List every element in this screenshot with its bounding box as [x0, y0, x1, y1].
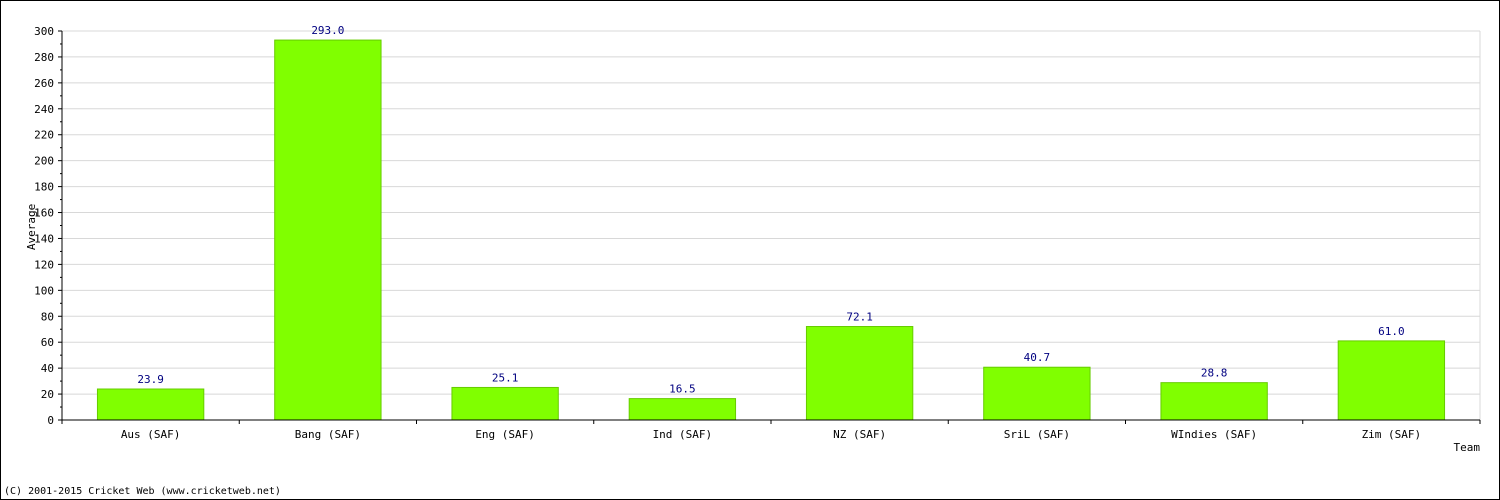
- y-tick-label: 180: [34, 181, 54, 194]
- x-tick-label: Ind (SAF): [653, 428, 713, 441]
- bar: [1160, 382, 1268, 421]
- data-label: 61.0: [1378, 325, 1405, 338]
- x-tick-label: NZ (SAF): [833, 428, 886, 441]
- bar: [983, 366, 1091, 421]
- x-tick-label: WIndies (SAF): [1171, 428, 1257, 441]
- bar: [805, 326, 914, 421]
- y-tick-label: 200: [34, 155, 54, 168]
- y-tick-label: 160: [34, 207, 54, 220]
- bar: [628, 398, 737, 421]
- y-tick-label: 240: [34, 103, 54, 116]
- y-tick-label: 300: [34, 25, 54, 38]
- y-tick-label: 120: [34, 258, 54, 271]
- y-tick-label: 20: [41, 388, 54, 401]
- bar: [274, 39, 382, 421]
- x-tick-label: Eng (SAF): [475, 428, 535, 441]
- x-tick-label: Bang (SAF): [295, 428, 361, 441]
- y-tick-label: 260: [34, 77, 54, 90]
- data-label: 25.1: [492, 371, 519, 384]
- x-axis-title: Team: [1454, 441, 1481, 454]
- x-tick-label: SriL (SAF): [1004, 428, 1070, 441]
- data-label: 28.8: [1201, 367, 1228, 380]
- y-tick-label: 80: [41, 310, 54, 323]
- bar: [96, 388, 205, 421]
- data-label: 293.0: [311, 24, 344, 37]
- y-tick-label: 220: [34, 129, 54, 142]
- x-tick-label: Aus (SAF): [121, 428, 181, 441]
- copyright-footer: (C) 2001-2015 Cricket Web (www.cricketwe…: [4, 486, 281, 497]
- data-label: 40.7: [1024, 351, 1051, 364]
- y-tick-label: 280: [34, 51, 54, 64]
- y-tick-label: 60: [41, 336, 54, 349]
- data-label: 72.1: [846, 311, 873, 324]
- data-label: 23.9: [137, 373, 164, 386]
- x-tick-label: Zim (SAF): [1362, 428, 1422, 441]
- y-axis-title: Average: [25, 204, 38, 250]
- y-tick-label: 140: [34, 232, 54, 245]
- y-tick-label: 100: [34, 284, 54, 297]
- y-tick-label: 40: [41, 362, 54, 375]
- y-tick-label: 0: [47, 414, 54, 427]
- bar: [451, 386, 559, 421]
- data-label: 16.5: [669, 383, 696, 396]
- bar: [1337, 340, 1446, 421]
